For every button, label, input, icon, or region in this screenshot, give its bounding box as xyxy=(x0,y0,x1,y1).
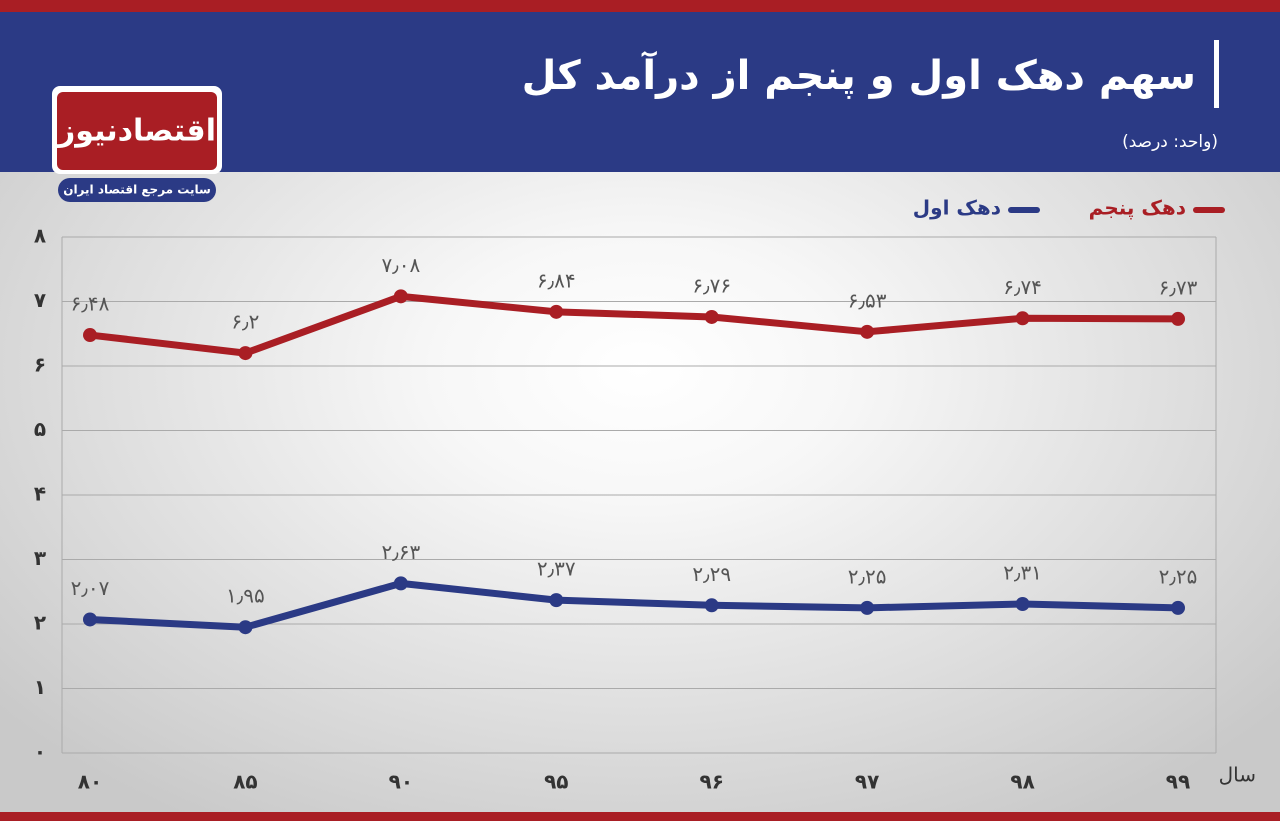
logo-tagline-pill xyxy=(58,178,216,202)
legend-label: دهک پنجم xyxy=(1089,196,1186,221)
logo-name: اقتصادنیوز xyxy=(56,114,216,149)
point xyxy=(83,328,97,343)
x-tick-label: ۸۵ xyxy=(233,770,257,794)
value-label: ۶٫۵۳ xyxy=(848,288,887,312)
x-tick-label: ۸۰ xyxy=(78,770,102,794)
series-line xyxy=(86,579,1182,631)
value-label: ۲٫۲۹ xyxy=(692,562,731,586)
logo-badge xyxy=(57,92,217,170)
y-tick-label: ۶ xyxy=(34,353,46,377)
x-tick-label: ۹۷ xyxy=(855,770,879,794)
value-label: ۶٫۸۴ xyxy=(537,268,576,292)
y-tick-label: ۳ xyxy=(34,546,46,570)
x-tick-label: ۹۰ xyxy=(389,770,413,794)
value-label: ۲٫۳۱ xyxy=(1003,561,1042,585)
top-stripe xyxy=(0,0,1280,12)
value-label: ۶٫۷۳ xyxy=(1159,275,1198,299)
y-tick-label: ۴ xyxy=(34,482,46,506)
value-label: ۲٫۲۵ xyxy=(848,564,887,588)
y-tick-label: ۸ xyxy=(34,224,46,248)
point xyxy=(860,600,875,615)
series-line xyxy=(86,292,1182,357)
bottom-stripe xyxy=(0,812,1280,821)
chart-title: سهم دهک اول و پنجم از درآمد کل xyxy=(522,50,1196,99)
value-label: ۶٫۷۴ xyxy=(1003,275,1042,299)
value-label: ۷٫۰۸ xyxy=(381,253,420,277)
point xyxy=(704,309,719,324)
chart-subtitle: (واحد: درصد) xyxy=(1122,132,1218,152)
point xyxy=(238,346,253,361)
value-label: ۱٫۹۵ xyxy=(226,584,265,608)
point xyxy=(1171,311,1185,326)
point xyxy=(860,324,875,339)
y-tick-label: ۲ xyxy=(34,611,46,635)
point xyxy=(704,598,719,613)
x-tick-label: ۹۸ xyxy=(1010,770,1034,794)
legend-label: دهک اول xyxy=(913,196,1001,220)
point xyxy=(1171,600,1185,615)
logo-tagline: سایت مرجع اقتصاد ایران xyxy=(63,183,211,197)
value-label: ۲٫۳۷ xyxy=(537,557,576,581)
point xyxy=(393,289,408,304)
point xyxy=(549,304,564,319)
value-label: ۲٫۰۷ xyxy=(71,576,110,600)
value-label: ۶٫۴۸ xyxy=(71,292,110,316)
point xyxy=(238,620,253,635)
point xyxy=(393,576,408,591)
x-tick-label: ۹۹ xyxy=(1166,770,1190,794)
x-axis-label: سال xyxy=(1219,763,1256,787)
x-tick-label: ۹۵ xyxy=(544,770,568,794)
y-tick-label: ۰ xyxy=(34,740,46,764)
value-label: ۲٫۶۳ xyxy=(381,540,420,564)
point xyxy=(1015,311,1030,326)
y-tick-label: ۱ xyxy=(34,675,46,699)
value-label: ۲٫۲۵ xyxy=(1159,564,1198,588)
x-tick-label: ۹۶ xyxy=(700,770,724,794)
point xyxy=(1015,597,1030,612)
title-bar xyxy=(1214,40,1219,108)
y-tick-label: ۷ xyxy=(34,288,46,312)
value-label: ۶٫۷۶ xyxy=(692,273,731,297)
y-tick-label: ۵ xyxy=(34,417,46,441)
point xyxy=(83,612,97,627)
point xyxy=(549,593,564,608)
value-label: ۶٫۲ xyxy=(231,310,259,334)
